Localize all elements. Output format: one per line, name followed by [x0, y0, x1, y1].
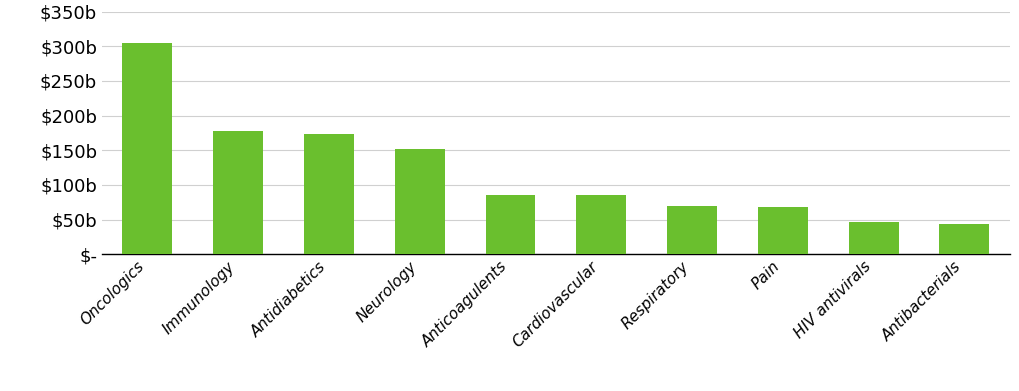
- Bar: [304, 134, 354, 254]
- Bar: [757, 207, 807, 254]
- Bar: [122, 43, 172, 254]
- Bar: [666, 206, 716, 254]
- Bar: [938, 224, 988, 254]
- Bar: [213, 131, 263, 254]
- Bar: [848, 222, 898, 254]
- Bar: [394, 149, 444, 254]
- Bar: [485, 195, 535, 254]
- Bar: [576, 195, 626, 254]
